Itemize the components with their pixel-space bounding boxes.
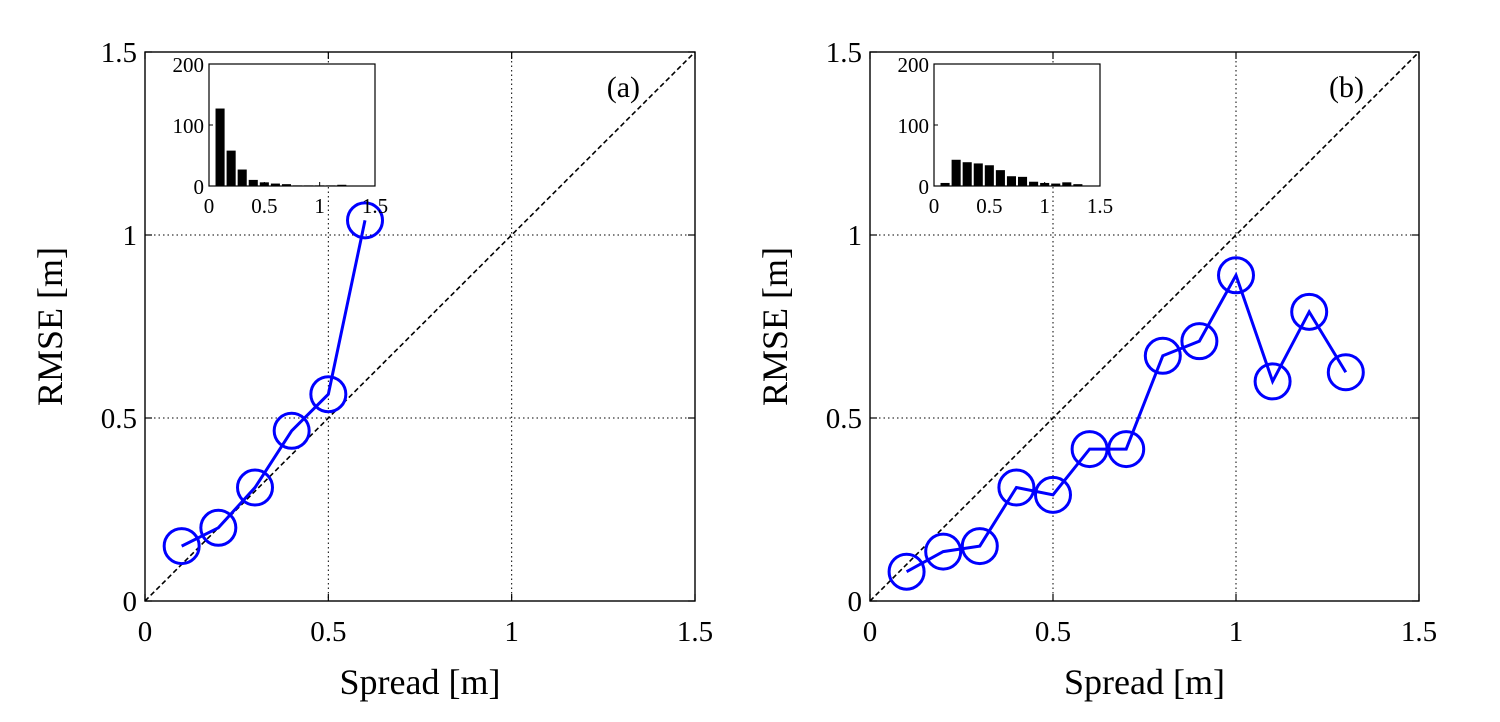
data-point [1034, 475, 1072, 514]
inset-y-tick-label: 100 [173, 114, 205, 138]
y-tick-label: 0 [123, 586, 138, 618]
inset-x-tick-label: 1.5 [362, 194, 388, 218]
inset-plot-area [209, 64, 375, 186]
data-point [1180, 322, 1219, 361]
data-point [960, 527, 999, 566]
histogram-bar [237, 169, 247, 186]
inset-y-tick-label: 0 [194, 175, 205, 199]
x-tick-label: 0 [138, 616, 153, 648]
inset-histogram: 0 0.5 1 1.5 0 100 200 [898, 53, 1114, 218]
histogram-bar [940, 182, 950, 186]
panel-label: (b) [1329, 71, 1364, 104]
inset-histogram: 0 0.5 1 1.5 0 100 200 [173, 53, 389, 218]
series-line [180, 220, 367, 548]
inset-y-tick-label: 100 [898, 114, 930, 138]
x-tick-label: 1.5 [1401, 616, 1437, 648]
inset-x-tick-label: 1 [1039, 194, 1050, 218]
x-tick-label: 0 [863, 616, 878, 648]
y-tick-label: 0.5 [101, 403, 137, 435]
axes-frame [144, 51, 696, 602]
y-axis-label: RMSE [m] [30, 247, 70, 406]
data-point [199, 508, 238, 547]
histogram-bar [962, 162, 972, 186]
y-tick-label: 1.5 [101, 37, 137, 69]
axes-frame [869, 51, 1420, 602]
histogram-bar [1017, 176, 1028, 186]
data-point [887, 552, 926, 591]
histogram-bar [995, 170, 1005, 186]
data-point [309, 375, 348, 414]
chart-panel-1: 0 0.5 1 1.5 0 0.5 1 1.5 Spread [m] RMSE [m] (a) 0 0.… [30, 37, 713, 702]
y-tick-label: 1.5 [826, 37, 862, 69]
histogram-bar [1062, 182, 1072, 186]
inset-x-tick-label: 0 [929, 194, 940, 218]
diagonal-line [869, 51, 1420, 602]
x-axis-label: Spread [m] [340, 662, 501, 702]
inset-y-tick-label: 200 [898, 53, 930, 77]
data-point [346, 201, 384, 240]
y-tick-label: 0 [848, 586, 863, 618]
data-point [1290, 292, 1329, 331]
x-tick-label: 0.5 [1035, 616, 1071, 648]
histogram-bar [270, 183, 280, 186]
histogram-bar [226, 150, 236, 186]
y-tick-label: 1 [848, 220, 863, 252]
inset-y-tick-label: 0 [919, 175, 930, 199]
data-point [1217, 256, 1255, 295]
y-tick-label: 0.5 [826, 403, 862, 435]
y-tick-label: 1 [123, 220, 138, 252]
chart-panel-2: 0 0.5 1 1.5 0 0.5 1 1.5 Spread [m] RMSE [m] (b) 0 0.… [755, 37, 1437, 702]
data-point [997, 468, 1036, 507]
histogram-bar [281, 184, 292, 186]
x-axis-label: Spread [m] [1064, 662, 1225, 702]
histogram-bar [1051, 183, 1061, 186]
data-point [162, 527, 201, 566]
inset-x-tick-label: 1.5 [1087, 194, 1113, 218]
inset-y-tick-label: 200 [173, 53, 205, 77]
y-axis-label: RMSE [m] [755, 247, 795, 406]
data-point [236, 468, 274, 507]
data-point [1070, 430, 1109, 469]
data-point [924, 532, 963, 571]
inset-x-tick-label: 0.5 [976, 194, 1002, 218]
histogram-bar [973, 163, 983, 186]
histogram-bar [248, 179, 258, 186]
data-point [1143, 336, 1182, 375]
data-point [1107, 430, 1146, 469]
inset-x-tick-label: 0.5 [251, 194, 277, 218]
data-point [1253, 362, 1292, 401]
histogram-bar [1006, 176, 1017, 186]
x-tick-label: 1.5 [677, 616, 713, 648]
histogram-bar [215, 108, 225, 186]
inset-x-tick-label: 1 [314, 194, 325, 218]
panel-label: (a) [607, 71, 640, 104]
histogram-bar [951, 159, 961, 186]
histogram-bar [984, 165, 994, 186]
x-tick-label: 0.5 [310, 616, 346, 648]
x-tick-label: 1 [1229, 616, 1244, 648]
histogram-bar [1029, 181, 1039, 186]
inset-x-tick-label: 0 [204, 194, 215, 218]
x-tick-label: 1 [504, 616, 519, 648]
inset-plot-area [934, 64, 1100, 186]
histogram-bar [1073, 184, 1083, 186]
data-point [1326, 353, 1365, 392]
histogram-bar [337, 184, 347, 186]
data-point [272, 411, 311, 450]
series-line [905, 271, 1348, 574]
